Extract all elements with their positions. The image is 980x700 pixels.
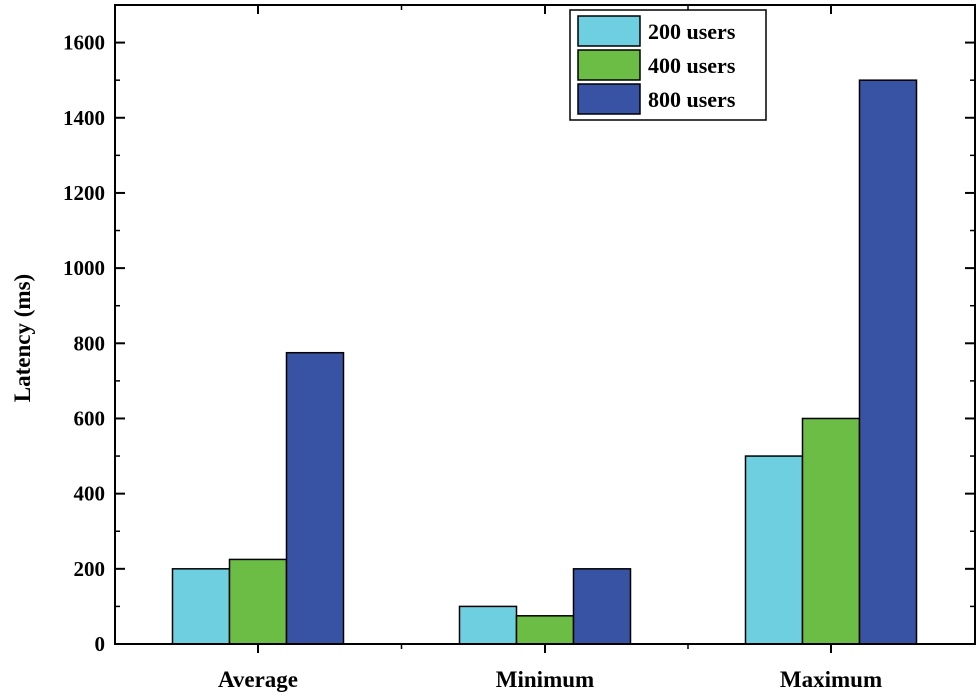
y-tick-label-1000: 1000 — [63, 256, 105, 280]
bar-minimum-400-users — [515, 615, 575, 645]
legend-swatch-200-users — [577, 15, 641, 47]
legend-label-800-users: 800 users — [648, 87, 736, 112]
y-tick-label-1600: 1600 — [63, 31, 105, 55]
x-tick-label-minimum: Minimum — [496, 667, 594, 692]
legend-swatch-800-users — [577, 83, 641, 115]
y-tick-label-1200: 1200 — [63, 181, 105, 205]
legend-swatch-400-users — [577, 49, 641, 81]
y-tick-label-400: 400 — [74, 482, 106, 506]
y-axis-title: Latency (ms) — [10, 274, 35, 402]
bar-maximum-400-users — [801, 417, 861, 645]
bar-average-200-users — [171, 568, 231, 645]
axes-layer: Average Minimum Maximum 0 200 400 600 800 1000 12… — [63, 4, 976, 692]
legend-label-200-users: 200 users — [648, 19, 736, 44]
y-tick-label-1400: 1400 — [63, 106, 105, 130]
bar-minimum-200-users — [458, 605, 518, 645]
x-tick-label-maximum: Maximum — [780, 667, 882, 692]
bar-average-400-users — [228, 558, 288, 645]
y-tick-label-800: 800 — [74, 331, 106, 355]
legend-label-400-users: 400 users — [648, 53, 736, 78]
legend: 200 users 400 users 800 users — [569, 9, 767, 121]
bar-minimum-800-users — [572, 568, 632, 645]
bars-layer — [171, 79, 918, 645]
y-tick-label-0: 0 — [95, 632, 106, 656]
bar-maximum-800-users — [858, 79, 918, 645]
bar-maximum-200-users — [744, 455, 804, 645]
y-tick-label-200: 200 — [74, 557, 106, 581]
x-tick-label-average: Average — [218, 667, 298, 692]
bar-average-800-users — [285, 351, 345, 645]
y-tick-label-600: 600 — [74, 406, 106, 430]
